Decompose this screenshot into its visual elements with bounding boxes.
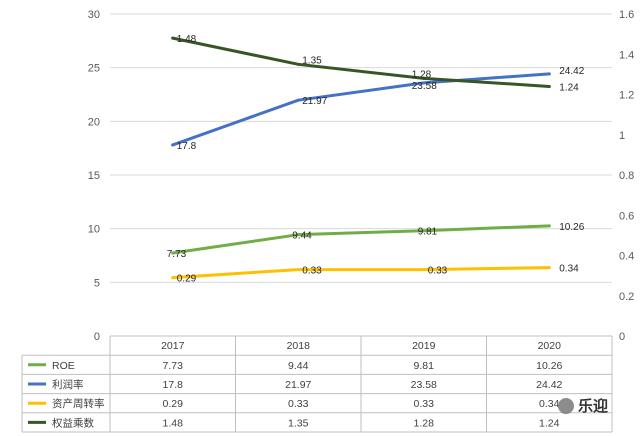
table-cell: 17.8 xyxy=(163,379,184,391)
table-cell: 0.29 xyxy=(163,398,184,410)
data-label: 0.34 xyxy=(559,264,579,275)
data-point xyxy=(171,276,175,280)
y-left-tick-label: 25 xyxy=(88,63,100,75)
x-category-label: 2018 xyxy=(287,340,311,352)
data-point xyxy=(296,233,300,237)
data-label: 0.33 xyxy=(428,266,448,277)
x-category-label: 2020 xyxy=(538,340,562,352)
y-right-tick-label: 0.4 xyxy=(619,251,634,263)
y-right-tick-label: 0.6 xyxy=(619,210,634,222)
y-left-tick-label: 30 xyxy=(88,9,100,21)
y-left-tick-label: 10 xyxy=(88,224,100,236)
y-right-tick-label: 0 xyxy=(619,331,625,343)
data-point xyxy=(422,268,426,272)
table-cell: 9.44 xyxy=(288,360,309,372)
series-line xyxy=(171,72,551,147)
data-label: 1.35 xyxy=(302,55,322,66)
legend-label: 权益乘数 xyxy=(52,416,94,429)
table-cell: 9.81 xyxy=(414,360,435,372)
data-label: 7.73 xyxy=(167,249,187,260)
x-category-label: 2019 xyxy=(412,340,436,352)
data-point xyxy=(547,266,551,270)
table-cell: 24.42 xyxy=(536,379,562,391)
data-point xyxy=(171,251,175,255)
y-left-tick-label: 5 xyxy=(94,277,100,289)
data-label: 10.26 xyxy=(559,222,584,233)
data-label: 0.33 xyxy=(302,266,322,277)
data-point xyxy=(296,98,300,102)
data-point xyxy=(296,268,300,272)
data-label: 9.44 xyxy=(292,231,312,242)
table-cell: 1.28 xyxy=(414,417,435,429)
data-point xyxy=(171,143,175,147)
y-left-tick-label: 0 xyxy=(94,331,100,343)
wechat-icon xyxy=(558,397,574,414)
data-label: 21.97 xyxy=(302,96,327,107)
legend-label: 资产周转率 xyxy=(52,397,105,410)
data-label: 0.29 xyxy=(177,274,197,285)
data-point xyxy=(422,76,426,80)
y-right-tick-label: 1.6 xyxy=(619,9,634,21)
y-right-tick-label: 1.4 xyxy=(619,49,634,61)
data-label: 17.8 xyxy=(177,141,197,152)
table-cell: 1.24 xyxy=(539,417,560,429)
y-left-tick-label: 20 xyxy=(88,116,100,128)
data-label: 23.58 xyxy=(412,81,437,92)
data-label: 1.24 xyxy=(559,82,579,93)
series-line xyxy=(171,224,551,255)
data-point xyxy=(547,224,551,228)
legend-label: ROE xyxy=(52,360,75,372)
data-label: 1.48 xyxy=(177,34,197,45)
table-cell: 7.73 xyxy=(163,360,184,372)
data-point xyxy=(422,229,426,233)
x-category-label: 2017 xyxy=(161,340,185,352)
table-cell: 0.34 xyxy=(539,398,560,410)
y-right-tick-label: 0.8 xyxy=(619,170,634,182)
table-cell: 0.33 xyxy=(288,398,309,410)
watermark-text: 乐迎 xyxy=(578,398,609,415)
data-label: 1.28 xyxy=(412,69,432,80)
data-label: 9.81 xyxy=(418,227,438,238)
table-cell: 23.58 xyxy=(411,379,437,391)
table-cell: 0.33 xyxy=(414,398,435,410)
y-left-tick-label: 15 xyxy=(88,170,100,182)
data-point xyxy=(171,36,175,40)
table-cell: 1.48 xyxy=(163,417,184,429)
data-point xyxy=(547,84,551,88)
data-point xyxy=(296,62,300,66)
y-right-tick-label: 1 xyxy=(619,130,625,142)
data-point xyxy=(547,72,551,76)
data-point xyxy=(422,81,426,85)
series-line xyxy=(171,36,551,88)
series-line xyxy=(171,266,551,280)
legend-label: 利润率 xyxy=(52,378,84,391)
table-cell: 10.26 xyxy=(536,360,562,372)
data-label: 24.42 xyxy=(559,66,584,77)
y-right-tick-label: 1.2 xyxy=(619,90,634,102)
table-cell: 21.97 xyxy=(285,379,311,391)
y-right-tick-label: 0.2 xyxy=(619,291,634,303)
table-cell: 1.35 xyxy=(288,417,309,429)
watermark: 乐迎 xyxy=(558,395,608,416)
